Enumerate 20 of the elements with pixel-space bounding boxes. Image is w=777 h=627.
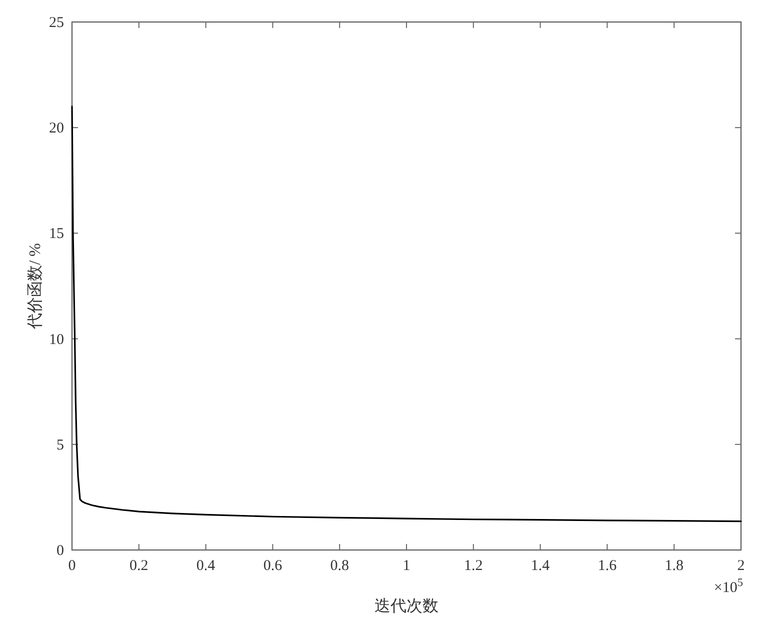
y-axis-title: 代价函数/ % xyxy=(27,243,44,330)
y-tick-label: 10 xyxy=(49,332,64,348)
x-axis-title: 迭代次数 xyxy=(374,597,438,615)
x-tick-label: 1.2 xyxy=(464,558,483,574)
y-tick-label: 5 xyxy=(56,437,64,454)
x-tick-label: 1.4 xyxy=(530,558,550,574)
x-tick-label: 0.2 xyxy=(130,558,148,574)
y-tick-label: 25 xyxy=(49,15,64,31)
x-tick-label: 0.4 xyxy=(196,558,216,574)
x-tick-label: 0.6 xyxy=(263,558,283,574)
x-tick-label: 1.6 xyxy=(598,558,618,574)
x-tick-label: 2 xyxy=(737,558,745,574)
text: ×10$^{5}$ xyxy=(714,577,744,596)
y-tick-label: 0 xyxy=(56,543,64,559)
y-tick-label: 20 xyxy=(49,120,64,137)
x-tick-label: 1 xyxy=(402,558,410,574)
x-tick-label: 1.8 xyxy=(664,558,684,574)
x-tick-label: 0 xyxy=(68,558,76,574)
x-tick-label: 0.8 xyxy=(330,558,349,574)
y-tick-label: 15 xyxy=(49,226,64,242)
